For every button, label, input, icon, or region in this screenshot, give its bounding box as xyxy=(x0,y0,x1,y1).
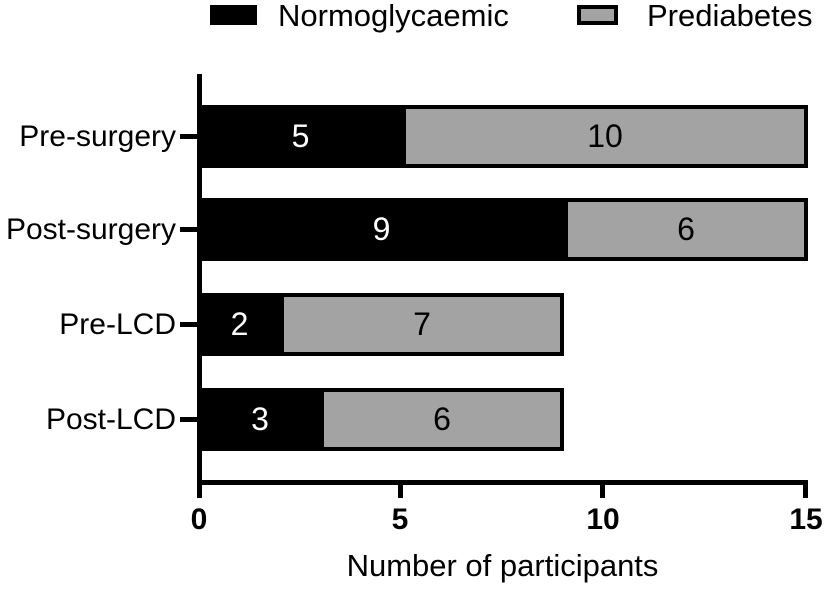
x-axis-title: Number of participants xyxy=(346,548,659,583)
segment-prediabetes: 7 xyxy=(280,293,564,356)
category-tick xyxy=(180,322,199,327)
legend-label-prediabetes: Prediabetes xyxy=(647,0,813,33)
value-label-prediabetes: 7 xyxy=(413,306,431,342)
stacked-bar: 3 6 xyxy=(199,388,564,451)
stacked-bar: 5 10 xyxy=(199,105,808,168)
category-label: Pre-surgery xyxy=(19,120,176,153)
value-label-prediabetes: 6 xyxy=(433,401,451,437)
category-tick xyxy=(180,134,199,139)
x-tick xyxy=(197,485,202,498)
x-tick-label: 10 xyxy=(586,503,620,536)
value-label-normoglycaemic: 9 xyxy=(372,211,391,247)
bar-row: Post-LCD 3 6 xyxy=(0,388,826,451)
legend-swatch-normoglycaemic xyxy=(210,5,257,25)
y-axis-line xyxy=(197,74,202,485)
legend-swatch-prediabetes xyxy=(577,5,618,25)
segment-prediabetes: 10 xyxy=(402,105,808,168)
category-label: Post-LCD xyxy=(45,403,176,436)
category-label: Post-surgery xyxy=(5,213,176,246)
bar-row: Pre-LCD 2 7 xyxy=(0,293,826,356)
stacked-bar: 2 7 xyxy=(199,293,564,356)
x-tick xyxy=(803,485,808,498)
x-tick-label: 0 xyxy=(190,503,208,536)
bar-row: Post-surgery 9 6 xyxy=(0,198,826,261)
x-tick-label: 5 xyxy=(391,503,409,536)
category-tick xyxy=(180,227,199,232)
legend-label-normoglycaemic: Normoglycaemic xyxy=(278,0,509,33)
stacked-bar: 9 6 xyxy=(199,198,808,261)
bar-row: Pre-surgery 5 10 xyxy=(0,105,826,168)
value-label-prediabetes: 6 xyxy=(677,211,695,247)
x-tick xyxy=(600,485,605,498)
x-tick-label: 15 xyxy=(789,503,823,536)
segment-prediabetes: 6 xyxy=(320,388,564,451)
category-tick xyxy=(180,417,199,422)
x-axis-line xyxy=(197,480,808,485)
x-tick xyxy=(398,485,403,498)
segment-prediabetes: 6 xyxy=(564,198,808,261)
value-label-normoglycaemic: 5 xyxy=(291,118,310,154)
value-label-prediabetes: 10 xyxy=(587,118,623,154)
value-label-normoglycaemic: 3 xyxy=(251,401,269,437)
value-label-normoglycaemic: 2 xyxy=(230,306,249,342)
category-label: Pre-LCD xyxy=(59,308,176,341)
